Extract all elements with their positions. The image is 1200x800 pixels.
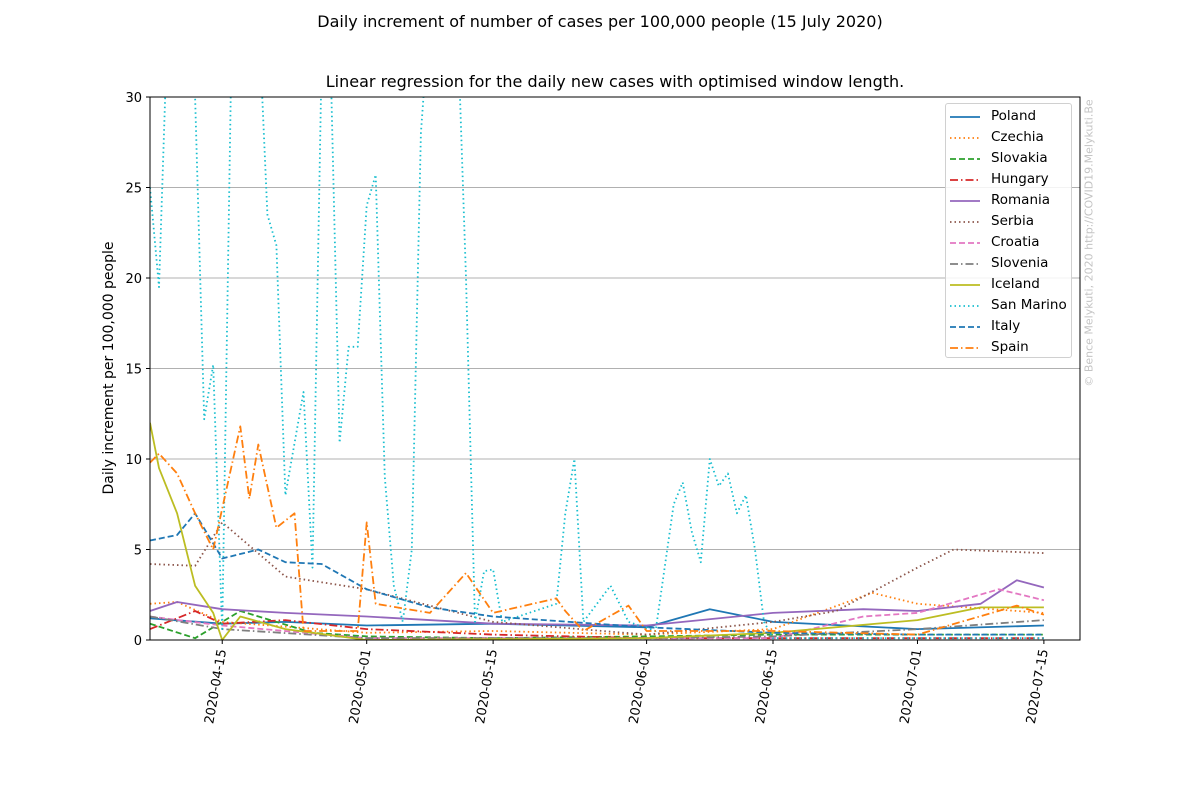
series-line-iceland [150, 422, 1044, 640]
x-tick-label: 2020-07-01 [898, 648, 926, 725]
y-tick-label: 15 [125, 363, 142, 378]
legend-label: Romania [991, 192, 1051, 208]
legend-item: Poland [946, 107, 1071, 127]
series-line-romania [150, 579, 1045, 627]
x-tick-label: 2020-04-15 [202, 648, 230, 725]
legend-item: Serbia [946, 212, 1071, 232]
series-lines [150, 97, 1045, 640]
legend-item: San Marino [946, 296, 1071, 316]
x-axis: 2020-04-15 2020-05-01 2020-05-15 2020-06-01… [202, 640, 1052, 725]
figure-suptitle: Daily increment of number of cases per 1… [317, 12, 883, 31]
legend-label: Croatia [991, 234, 1040, 250]
legend-swatch [950, 221, 980, 223]
legend-label: Slovakia [991, 150, 1048, 166]
x-tick-label: 2020-06-01 [627, 648, 655, 725]
legend-label: Czechia [991, 129, 1044, 145]
legend-item: Croatia [946, 233, 1071, 253]
series-line-spain [150, 425, 1045, 636]
legend-swatch [950, 158, 980, 160]
y-axis: 0 5 10 15 20 25 30 [125, 91, 150, 649]
series-line-san-marino [150, 97, 1044, 640]
legend-label: Slovenia [991, 255, 1049, 271]
series-line-czechia [150, 592, 1044, 636]
y-tick-label: 20 [125, 272, 142, 287]
y-tick-label: 30 [125, 91, 142, 106]
x-tick-label: 2020-05-01 [347, 648, 375, 725]
y-gridlines [150, 187, 1080, 550]
legend-item: Slovakia [946, 149, 1071, 169]
series-line-croatia [150, 588, 1045, 640]
legend-swatch [950, 347, 980, 349]
legend-swatch [950, 305, 980, 307]
x-tick-label: 2020-06-15 [753, 648, 781, 725]
legend-item: Hungary [946, 170, 1071, 190]
legend-label: Hungary [991, 171, 1049, 187]
legend-item: Romania [946, 191, 1071, 211]
legend-label: Spain [991, 339, 1029, 355]
legend-item: Slovenia [946, 254, 1071, 274]
series-line-italy [150, 512, 1044, 636]
legend-label: Poland [991, 108, 1037, 124]
legend-item: Spain [946, 338, 1071, 358]
legend-swatch [950, 179, 980, 181]
legend-swatch [950, 263, 980, 265]
y-tick-label: 5 [134, 544, 142, 559]
legend: Poland Czechia Slovakia Hungary Romania Serbi… [945, 103, 1072, 358]
legend-swatch [950, 137, 980, 139]
y-tick-label: 0 [134, 634, 142, 649]
legend-item: Italy [946, 317, 1071, 337]
legend-swatch [950, 242, 980, 244]
legend-swatch [950, 200, 980, 202]
legend-label: Iceland [991, 276, 1040, 292]
legend-item: Iceland [946, 275, 1071, 295]
legend-swatch [950, 116, 980, 118]
legend-swatch [950, 326, 980, 328]
legend-item: Czechia [946, 128, 1071, 148]
x-tick-label: 2020-05-15 [473, 648, 501, 725]
y-tick-label: 10 [125, 453, 142, 468]
series-line-serbia [150, 521, 1044, 636]
legend-label: San Marino [991, 297, 1067, 313]
legend-swatch [950, 284, 980, 286]
x-tick-label: 2020-07-15 [1024, 648, 1052, 725]
legend-label: Serbia [991, 213, 1035, 229]
y-tick-label: 25 [125, 182, 142, 197]
legend-label: Italy [991, 318, 1021, 334]
chart-title: Linear regression for the daily new case… [325, 72, 905, 91]
